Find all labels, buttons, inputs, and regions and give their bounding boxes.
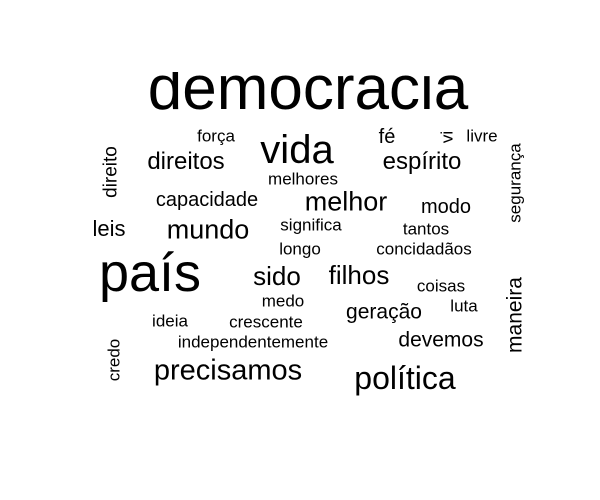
word-crescente: crescente: [229, 312, 303, 332]
word-geração: geração: [346, 300, 422, 324]
word-democracia: democracia: [147, 72, 469, 123]
word-força: força: [197, 126, 235, 146]
word-devemos: devemos: [398, 328, 484, 352]
word-espírito: espírito: [382, 148, 462, 175]
word-mundo: mundo: [166, 214, 250, 245]
word-independentemente: independentemente: [177, 332, 329, 352]
word-medo: medo: [261, 291, 305, 311]
word-capacidade: capacidade: [155, 189, 259, 211]
word-modo: modo: [420, 196, 472, 218]
word-direito: direito: [100, 146, 122, 198]
word-ideia: ideia: [152, 311, 188, 331]
word-tantos: tantos: [402, 219, 450, 239]
word-vi: vi: [437, 130, 457, 144]
word-concidadãos: concidadãos: [376, 239, 472, 259]
word-leis: leis: [92, 216, 126, 241]
word-melhor: melhor: [304, 186, 388, 217]
word-livre: livre: [466, 126, 498, 146]
word-credo: credo: [104, 338, 124, 382]
word-segurança: segurança: [505, 143, 525, 223]
word-política: política: [354, 360, 456, 396]
word-coisas: coisas: [416, 276, 466, 296]
word-luta: luta: [450, 296, 478, 316]
word-direitos: direitos: [147, 148, 225, 175]
word-cloud-area: democracia país vida política precisamos melh…: [0, 72, 600, 398]
word-país: país: [98, 243, 202, 303]
word-precisamos: precisamos: [153, 354, 303, 387]
word-maneira: maneira: [503, 277, 527, 353]
word-melhores: melhores: [268, 169, 338, 189]
word-sido: sido: [253, 261, 301, 291]
word-fé: fé: [378, 126, 396, 148]
word-filhos: filhos: [328, 260, 390, 290]
word-vida: vida: [260, 128, 334, 172]
word-longo: longo: [279, 239, 321, 259]
word-significa: significa: [280, 215, 342, 235]
